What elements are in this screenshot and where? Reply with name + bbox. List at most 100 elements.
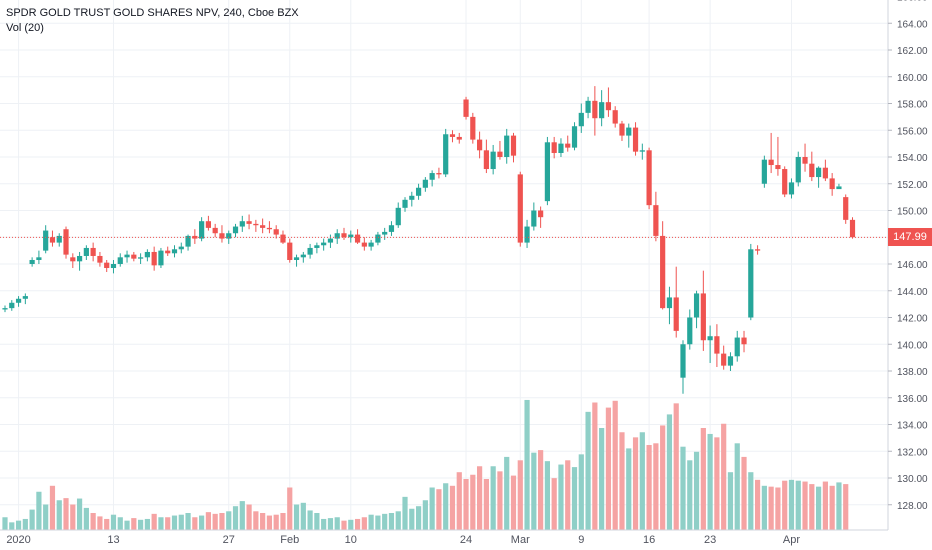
volume-bar xyxy=(348,519,354,530)
volume-bar xyxy=(443,483,449,530)
candle-body xyxy=(280,234,286,243)
candle-body xyxy=(205,221,211,228)
candle-body xyxy=(443,134,449,175)
grid-lines xyxy=(0,0,888,530)
candle-body xyxy=(219,233,225,239)
volume-bar xyxy=(266,515,273,530)
price-tick-label: 130.00 xyxy=(897,474,928,485)
time-axis[interactable]: 2020 13 27 Feb 10 24 Mar 9 16 23 Apr xyxy=(6,534,800,546)
volume-bar xyxy=(707,433,713,530)
candle-body xyxy=(273,229,279,235)
volume-bar xyxy=(239,501,245,530)
price-tick-label: 146.00 xyxy=(897,260,928,271)
candle-body xyxy=(171,249,178,254)
price-tick-label: 152.00 xyxy=(897,180,928,191)
volume-bar xyxy=(619,432,625,530)
volume-bar xyxy=(727,472,734,530)
volume-bar xyxy=(422,500,428,530)
candle-body xyxy=(761,159,767,184)
candle-body xyxy=(592,100,598,119)
volume-bar xyxy=(483,479,489,530)
candle-body xyxy=(131,254,137,259)
candle-body xyxy=(490,151,496,170)
candle-body xyxy=(429,173,435,180)
last-price-badge: 147.99 xyxy=(888,228,932,247)
candle-body xyxy=(741,337,747,345)
price-tick-label: 144.00 xyxy=(897,287,928,298)
volume-bar xyxy=(402,496,408,530)
candle-body xyxy=(721,353,727,366)
volume-bar xyxy=(585,411,591,530)
candle-body xyxy=(226,233,232,239)
candle-body xyxy=(266,227,273,230)
candle-body xyxy=(707,336,713,341)
volume-bar xyxy=(734,443,740,530)
volume-bar xyxy=(639,432,645,530)
volume-bar xyxy=(104,518,110,530)
candle-body xyxy=(619,123,625,136)
time-tick-label: 10 xyxy=(345,534,357,546)
volume-bar xyxy=(429,487,435,530)
time-tick-label: 9 xyxy=(578,534,584,546)
candle-body xyxy=(382,231,388,235)
candle-body xyxy=(300,254,306,258)
volume-bar xyxy=(605,407,612,530)
candle-body xyxy=(734,337,740,357)
volume-bar xyxy=(138,519,144,530)
candle-body xyxy=(531,210,537,227)
candle-body xyxy=(199,221,205,239)
candle-body xyxy=(680,344,686,378)
candle-body xyxy=(36,257,42,260)
price-tick-label: 136.00 xyxy=(897,394,928,405)
candle-body xyxy=(456,136,462,140)
volume-bar xyxy=(382,513,388,530)
volume-bar xyxy=(843,484,849,530)
volume-bar xyxy=(612,400,618,530)
volume-bar xyxy=(43,504,49,530)
candle-body xyxy=(354,234,361,243)
volume-bar xyxy=(449,485,456,530)
volume-bar xyxy=(836,482,842,530)
volume-bar xyxy=(721,423,727,530)
candle-body xyxy=(565,143,571,148)
volume-bar xyxy=(673,403,679,530)
volume-bar xyxy=(456,472,462,530)
symbol-title[interactable]: SPDR GOLD TRUST GOLD SHARES NPV, 240, Cb… xyxy=(6,7,299,19)
candle-body xyxy=(63,229,69,255)
volume-bar xyxy=(124,520,130,530)
volume-bar xyxy=(293,504,300,530)
time-tick-label: 27 xyxy=(223,534,235,546)
volume-bar xyxy=(822,481,828,530)
candle-body xyxy=(782,169,788,195)
candle-body xyxy=(2,308,8,310)
candle-body xyxy=(415,187,422,196)
volume-bar xyxy=(646,445,652,530)
volume-bar xyxy=(165,517,171,530)
candle-body xyxy=(449,134,456,137)
candle-body xyxy=(653,205,659,236)
price-tick-label: 138.00 xyxy=(897,367,928,378)
candle-body xyxy=(558,143,564,153)
candle-body xyxy=(639,150,645,152)
volume-bar xyxy=(470,474,476,530)
volume-bar xyxy=(436,489,442,530)
volume-bar xyxy=(334,517,340,530)
price-axis[interactable]: 128.00 130.00 132.00 134.00 136.00 138.00 140.… xyxy=(888,0,928,512)
candle-body xyxy=(43,230,49,251)
candle-body xyxy=(232,226,239,234)
candle-body xyxy=(56,235,62,243)
price-tick-label: 128.00 xyxy=(897,501,928,512)
candle-body xyxy=(375,234,381,243)
candle-body xyxy=(477,139,483,151)
candle-body xyxy=(90,247,96,256)
candle-body xyxy=(470,116,476,140)
candle-body xyxy=(700,293,706,341)
volume-bar xyxy=(829,485,835,530)
candle-body xyxy=(816,167,822,178)
volume-indicator-label[interactable]: Vol (20) xyxy=(6,22,44,34)
candle-body xyxy=(287,242,293,260)
volume-bar xyxy=(714,437,720,530)
candle-body xyxy=(321,242,327,246)
candle-body xyxy=(748,249,754,318)
